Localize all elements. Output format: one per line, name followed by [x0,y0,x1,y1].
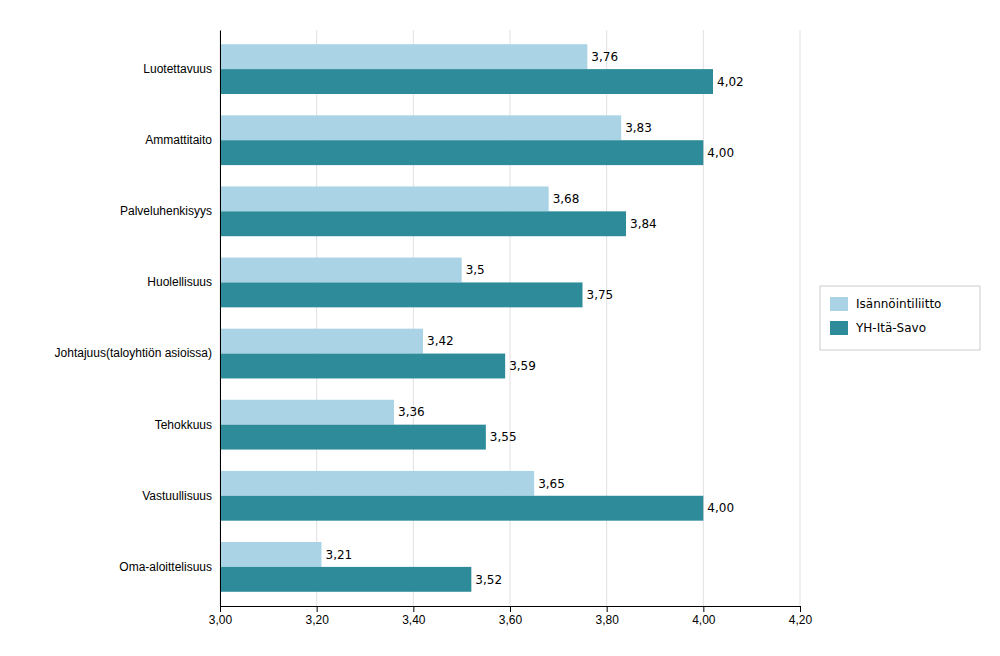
bars [220,44,713,592]
data-label: 3,84 [630,217,657,231]
data-label: 4,02 [717,75,744,89]
tick-mark [703,606,704,612]
tick-mark [607,606,608,612]
axis-line [220,31,221,607]
data-label: 3,21 [326,548,353,562]
chart: 3,213,653,363,423,53,683,833,763,524,003… [0,0,1000,656]
data-label: 3,76 [591,50,618,64]
tick-label: 3,80 [595,613,619,627]
data-label: 3,83 [625,121,652,135]
grid-line [800,30,801,606]
tick: Palveluhenkisyys [120,204,212,218]
data-label: 3,75 [587,288,614,302]
bar [220,69,713,94]
tick: 3,80 [595,606,619,627]
bar [220,400,394,425]
bar [220,542,322,567]
tick-label: Luotettavuus [143,62,212,76]
tick-mark [800,606,801,612]
tick: 3,40 [402,606,426,627]
bar [220,258,462,283]
legend-label: YH-Itä-Savo [855,321,926,335]
tick: Luotettavuus [143,62,212,76]
tick: 4,20 [789,606,813,627]
tick-label: Ammattitaito [145,133,212,147]
bar [220,211,626,236]
data-label: 3,42 [427,334,454,348]
tick-label: Tehokkuus [155,418,212,432]
legend: Isännöintiliitto YH-Itä-Savo [820,286,980,350]
data-label: 3,36 [398,405,425,419]
y-axis: Oma-aloittelisuus Vastuullisuus Tehokkuus J… [55,31,221,607]
tick: Johtajuus(taloyhtiön asioissa) [55,346,212,360]
tick-label: 3,40 [402,613,426,627]
bar [220,329,423,354]
data-labels: 3,21 3,65 3,36 3,42 3,5 3,68 3,83 3,76 3,52 4,00 3… [326,50,744,587]
plot: 3,213,653,363,423,53,683,833,763,524,003… [55,30,813,627]
legend-frame [820,286,980,350]
tick-label: Johtajuus(taloyhtiön asioissa) [55,346,212,360]
bar [220,425,486,450]
x-axis: 3,00 3,20 3,40 3,60 3,80 4,00 4,20 [209,606,813,627]
tick-label: 3,60 [499,613,523,627]
legend-item: Isännöintiliitto [830,297,941,311]
legend-swatch [830,321,848,335]
tick: Tehokkuus [155,418,212,432]
bar [220,115,621,140]
tick-label: Huolellisuus [147,275,212,289]
bar-series [220,69,713,592]
tick-label: 4,20 [789,613,813,627]
tick-label: Vastuullisuus [142,489,212,503]
tick: Vastuullisuus [142,489,212,503]
data-label: 4,00 [707,146,734,160]
tick-label: 4,00 [692,613,716,627]
bar [220,140,703,165]
grid [220,30,800,606]
tick-mark [510,606,511,612]
legend-label: Isännöintiliitto [856,297,941,311]
bar-series [220,44,621,567]
tick: Huolellisuus [147,275,212,289]
bar [220,44,587,69]
axis-line [221,607,801,613]
bar [220,567,471,592]
bar [220,496,703,521]
tick: 3,60 [499,606,523,627]
bar [220,354,505,379]
data-label: 3,52 [475,573,502,587]
data-label: 3,5 [466,263,485,277]
tick-mark [220,606,221,612]
data-label: 4,00 [707,501,734,515]
tick-mark [413,606,414,612]
tick-label: 3,20 [305,613,329,627]
bar [220,282,583,307]
bar [220,471,534,496]
grid-line [220,30,221,606]
tick-label: 3,00 [209,613,233,627]
data-label: 3,59 [509,359,536,373]
tick: 3,20 [305,606,329,627]
tick-label: Oma-aloittelisuus [119,560,212,574]
legend-swatch [830,297,848,311]
data-label: 3,55 [490,430,517,444]
bar [220,186,549,211]
tick: 3,00 [209,606,233,627]
data-label: 3,68 [553,192,580,206]
tick-label: Palveluhenkisyys [120,204,212,218]
data-label: 3,65 [538,477,565,491]
legend-item: YH-Itä-Savo [830,321,926,335]
tick: Oma-aloittelisuus [119,560,212,574]
tick: 4,00 [692,606,716,627]
tick: Ammattitaito [145,133,212,147]
tick-mark [317,606,318,612]
